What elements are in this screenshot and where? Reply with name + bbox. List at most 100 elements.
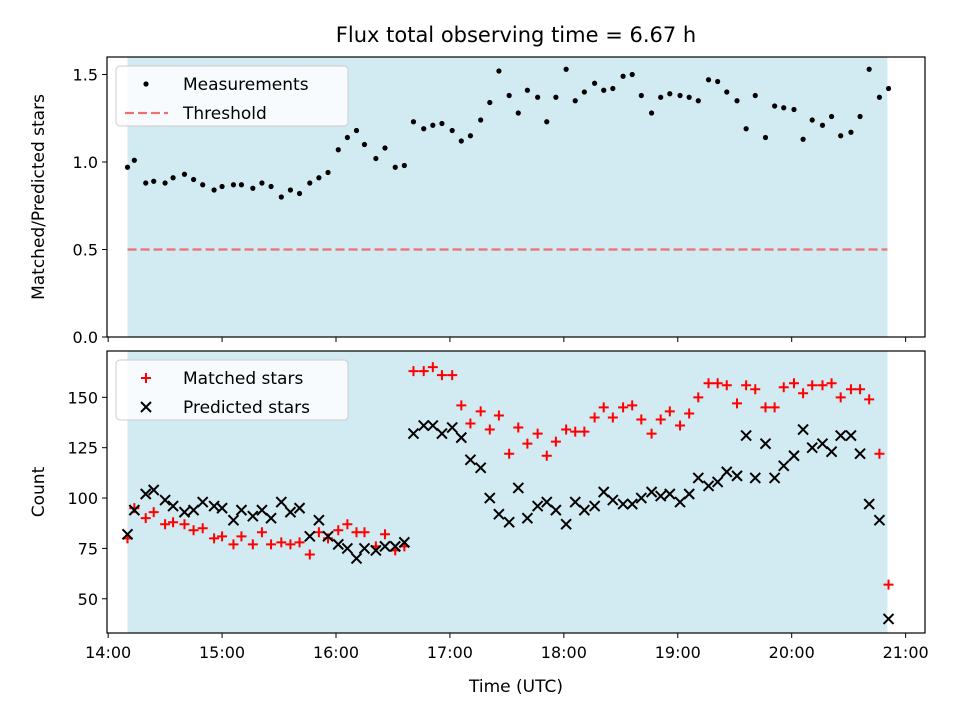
series-measurements	[124, 66, 892, 200]
data-point	[513, 422, 524, 433]
data-point	[148, 484, 160, 496]
data-point	[238, 182, 245, 188]
y-axis-label: Matched/Predicted stars	[29, 94, 49, 300]
data-point	[521, 512, 534, 524]
data-point	[692, 472, 704, 484]
data-point	[247, 539, 258, 550]
data-point	[684, 408, 695, 419]
data-point	[588, 500, 601, 512]
data-point	[197, 523, 208, 534]
data-point	[620, 73, 626, 79]
x-tick-label: 14:00	[85, 643, 131, 662]
data-point	[817, 380, 828, 391]
data-point	[800, 136, 806, 142]
data-point	[228, 539, 239, 550]
data-point	[541, 450, 552, 461]
data-point	[296, 190, 303, 197]
data-point	[128, 504, 141, 516]
data-point	[167, 500, 179, 512]
data-point	[325, 169, 331, 176]
data-point	[265, 512, 277, 524]
data-point	[579, 426, 590, 437]
data-point	[503, 516, 515, 528]
y-tick-label: 0.0	[73, 328, 98, 347]
data-point	[287, 187, 294, 193]
data-point	[200, 182, 206, 188]
data-point	[749, 472, 761, 484]
data-point	[664, 406, 675, 417]
data-point	[675, 420, 686, 431]
data-point	[358, 542, 371, 555]
data-point	[648, 110, 655, 116]
data-point	[693, 392, 704, 403]
data-point	[216, 502, 228, 514]
data-point	[256, 527, 267, 538]
data-point	[217, 531, 228, 542]
data-point	[436, 427, 448, 440]
data-point	[873, 514, 886, 526]
data-point	[561, 424, 572, 435]
data-point	[512, 482, 524, 494]
data-point	[341, 542, 354, 555]
data-point	[570, 426, 581, 437]
data-point	[256, 504, 268, 516]
data-point	[798, 388, 809, 399]
data-point	[715, 78, 721, 85]
data-point	[768, 472, 781, 484]
data-point	[825, 446, 838, 458]
data-point	[809, 117, 815, 123]
data-point	[268, 183, 274, 190]
data-point	[307, 180, 313, 186]
data-point	[646, 428, 657, 439]
data-point	[532, 428, 543, 439]
legend-marker-plus	[141, 373, 151, 383]
data-point	[162, 180, 168, 186]
data-point	[524, 87, 530, 93]
data-point	[610, 85, 616, 92]
data-point	[427, 362, 438, 373]
data-point	[493, 508, 505, 520]
data-point	[275, 496, 288, 508]
data-point	[389, 540, 401, 553]
data-point	[544, 119, 550, 125]
data-point	[734, 98, 740, 104]
legend: Measurements Threshold	[115, 65, 349, 127]
legend-label: Matched stars	[183, 369, 303, 389]
data-point	[705, 77, 712, 83]
data-point	[408, 366, 419, 377]
data-point	[626, 498, 638, 510]
legend: Matched stars Predicted stars	[115, 359, 349, 421]
data-point	[322, 530, 334, 543]
data-point	[826, 378, 837, 389]
data-point	[883, 579, 894, 590]
data-point	[293, 502, 306, 514]
data-point	[601, 87, 607, 93]
data-point	[845, 429, 857, 442]
data-point	[219, 183, 225, 190]
data-point	[143, 180, 149, 186]
data-point	[196, 496, 209, 508]
data-point	[855, 384, 866, 395]
data-point	[522, 438, 533, 449]
y-axis-label: Count	[29, 466, 49, 517]
data-point	[278, 194, 284, 200]
data-point	[874, 448, 885, 459]
data-point	[418, 366, 429, 377]
data-point	[344, 134, 350, 141]
series-predicted-stars	[121, 419, 895, 625]
data-point	[760, 402, 771, 413]
data-point	[131, 157, 137, 163]
data-point	[353, 127, 360, 134]
data-point	[247, 510, 259, 522]
data-point	[304, 530, 316, 543]
data-point	[769, 402, 780, 413]
data-point	[541, 496, 553, 508]
data-point	[342, 519, 353, 530]
data-point	[467, 133, 474, 139]
data-point	[563, 66, 569, 72]
data-point	[750, 384, 761, 395]
data-point	[211, 187, 217, 193]
data-point	[421, 126, 427, 132]
data-point	[560, 518, 572, 530]
data-point	[148, 507, 159, 518]
